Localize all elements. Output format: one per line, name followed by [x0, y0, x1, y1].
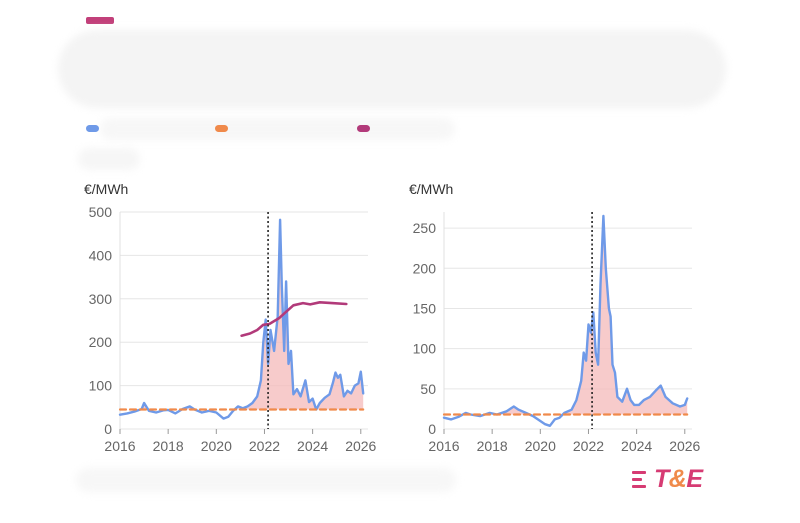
y-unit-label: €/MWh [84, 181, 128, 197]
x-tick-label: 2022 [249, 438, 280, 454]
y-tick-label: 100 [413, 341, 437, 357]
y-tick-label: 0 [428, 421, 436, 437]
chart-2: €/MWh 0 50 100 150 200 250 2016 2018 2020 2022 2024… [409, 181, 701, 454]
x-tick-label: 2016 [428, 438, 459, 454]
y-tick-label: 300 [89, 291, 113, 307]
x-tick-label: 2026 [345, 438, 376, 454]
y-tick-label: 150 [413, 300, 437, 316]
header-accent-bar [86, 17, 114, 24]
x-tick-label: 2020 [525, 438, 556, 454]
series-blue-line [118, 218, 365, 420]
legend-text-blur [100, 118, 455, 140]
shaded-area [120, 219, 364, 410]
x-tick-label: 2016 [104, 438, 135, 454]
legend-swatch-magenta [357, 125, 370, 132]
subtitle-blur [78, 148, 140, 170]
x-tick-label: 2018 [153, 438, 184, 454]
logo-stripes-icon [632, 468, 650, 490]
chart-1: €/MWh 0 100 200 300 400 500 2016 2018 2020 2022 202… [84, 181, 377, 454]
x-tick-label: 2022 [573, 438, 604, 454]
y-tick-label: 400 [89, 247, 113, 263]
x-tick-label: 2020 [201, 438, 232, 454]
title-blur [58, 30, 726, 108]
series-blue-line [442, 214, 689, 427]
y-tick-label: 0 [104, 421, 112, 437]
legend-swatch-blue [86, 125, 99, 132]
legend-swatch-orange [215, 125, 228, 132]
y-tick-label: 100 [89, 378, 113, 394]
y-tick-label: 500 [89, 204, 113, 220]
series-magenta-line [240, 300, 348, 338]
x-tick-label: 2026 [669, 438, 700, 454]
footer-blur [76, 468, 456, 492]
y-tick-label: 200 [89, 334, 113, 350]
y-unit-label: €/MWh [409, 181, 453, 197]
shaded-area [444, 216, 688, 415]
y-tick-label: 200 [413, 260, 437, 276]
x-tick-label: 2024 [621, 438, 652, 454]
logo-wordmark: T&E [654, 464, 703, 493]
x-tick-label: 2018 [477, 438, 508, 454]
y-tick-label: 50 [420, 381, 436, 397]
te-logo: T&E [632, 464, 703, 493]
y-tick-label: 250 [413, 220, 437, 236]
x-tick-label: 2024 [297, 438, 328, 454]
